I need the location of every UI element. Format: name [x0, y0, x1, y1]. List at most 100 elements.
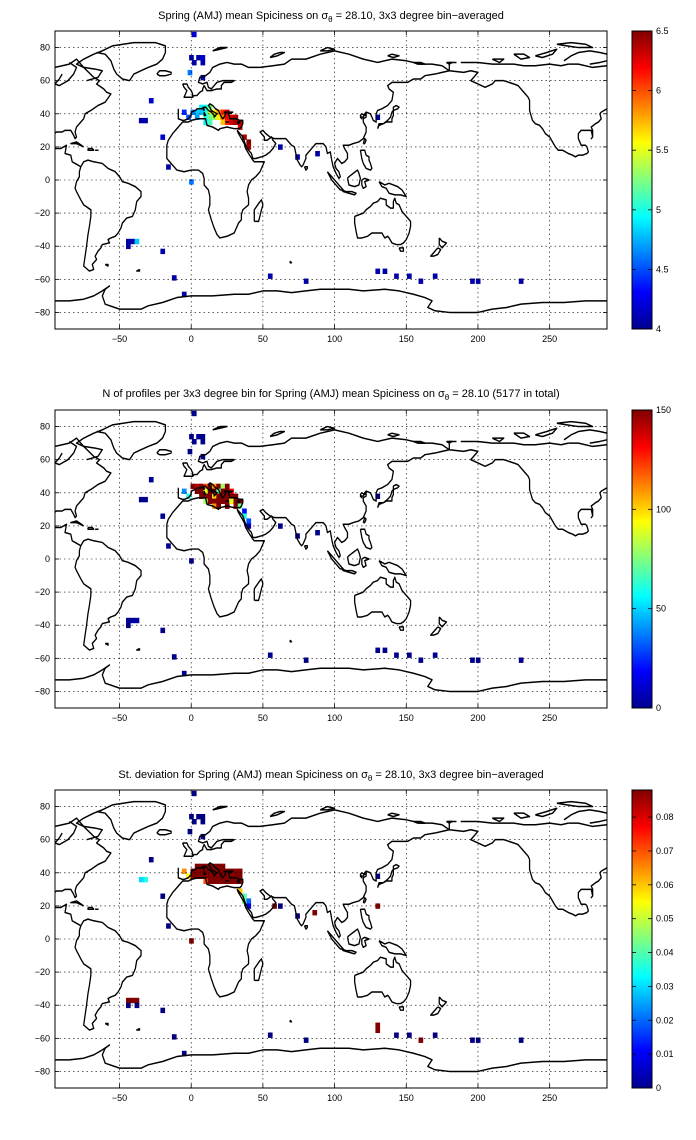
y-tick-label: 20	[40, 901, 50, 911]
data-bin	[229, 493, 234, 499]
data-bin	[207, 878, 213, 884]
data-bin	[267, 1032, 273, 1038]
colorbar-tick-label: 5	[656, 205, 661, 215]
data-bin	[134, 997, 140, 1004]
data-bin	[181, 670, 187, 677]
data-bin	[212, 498, 217, 504]
data-bin	[207, 493, 213, 499]
data-bin	[203, 488, 209, 494]
data-bin	[224, 483, 230, 490]
data-bin	[212, 878, 217, 884]
data-bin	[216, 503, 221, 509]
data-bin	[189, 558, 194, 564]
data-bin	[203, 868, 209, 874]
data-bin	[220, 878, 226, 884]
y-tick-label: 60	[40, 835, 50, 845]
data-bin	[272, 903, 277, 909]
data-bin	[233, 873, 239, 879]
data-bin	[194, 863, 200, 870]
x-tick-label: −50	[112, 1093, 127, 1103]
colorbar-tick-label: 0.03	[656, 981, 674, 991]
data-bin	[181, 868, 187, 874]
y-tick-label: 40	[40, 109, 50, 119]
colorbar-tick-label: 0.04	[656, 948, 674, 958]
data-bin	[295, 913, 300, 919]
y-tick-label: 80	[40, 802, 50, 812]
data-bin	[199, 109, 204, 115]
data-bin	[196, 55, 201, 61]
data-bin	[220, 498, 226, 504]
data-bin	[207, 119, 213, 125]
colorbar-tick-label: 0.07	[656, 846, 674, 856]
data-bin	[171, 275, 177, 281]
y-tick-label: −20	[35, 208, 50, 218]
data-bin	[207, 114, 213, 120]
data-bin	[130, 617, 135, 624]
data-bin	[181, 291, 187, 298]
y-tick-label: 0	[45, 554, 50, 564]
data-bin	[220, 863, 226, 870]
data-bin	[246, 139, 252, 145]
data-bin	[375, 493, 381, 499]
y-tick-label: 80	[40, 43, 50, 53]
data-bin	[475, 657, 481, 663]
colorbar-tick-label: 4.5	[656, 264, 669, 274]
data-bin	[200, 439, 206, 445]
data-bin	[191, 60, 197, 66]
y-tick-label: 20	[40, 521, 50, 531]
data-bin	[187, 448, 193, 455]
x-tick-label: 200	[470, 334, 485, 344]
y-tick-label: −80	[35, 686, 50, 696]
chart-panel-3: St. deviation for Spring (AMJ) mean Spic…	[35, 769, 674, 1103]
data-bin	[216, 863, 221, 870]
data-bin	[160, 1007, 166, 1014]
data-bin	[295, 533, 300, 539]
data-bin	[199, 863, 204, 870]
data-bin	[220, 109, 226, 115]
data-bin	[518, 1037, 524, 1043]
data-bin	[220, 488, 226, 494]
data-bin	[315, 530, 320, 536]
data-bin	[303, 1037, 309, 1043]
y-tick-label: −60	[35, 274, 50, 284]
x-tick-label: 200	[470, 713, 485, 723]
data-bin	[375, 1022, 381, 1028]
data-bin	[191, 439, 197, 445]
data-bin	[134, 238, 140, 245]
data-bin	[203, 493, 209, 499]
data-bin	[233, 503, 239, 509]
y-tick-label: −40	[35, 241, 50, 251]
data-bin	[237, 868, 243, 874]
data-bin	[267, 652, 273, 658]
colorbar-tick-label: 100	[656, 504, 671, 514]
data-bin	[189, 179, 194, 185]
data-bin	[295, 154, 300, 160]
data-bin	[207, 488, 213, 494]
data-bin	[200, 74, 206, 81]
data-bin	[303, 278, 309, 284]
data-bin	[191, 819, 197, 825]
x-tick-label: 250	[542, 713, 557, 723]
data-bin	[375, 1027, 381, 1033]
data-bin	[190, 109, 196, 115]
data-bin	[138, 117, 144, 124]
data-bin	[207, 868, 213, 874]
data-bin	[394, 652, 399, 658]
data-bin	[194, 488, 200, 494]
data-bin	[220, 483, 226, 490]
x-tick-label: 200	[470, 1093, 485, 1103]
x-tick-label: 250	[542, 334, 557, 344]
data-bin	[199, 483, 204, 490]
data-bin	[191, 410, 197, 417]
x-tick-label: 150	[399, 334, 414, 344]
data-bin	[194, 873, 200, 879]
data-bin	[224, 493, 230, 499]
colorbar-tick-label: 0.06	[656, 880, 674, 890]
data-bin	[475, 278, 481, 284]
data-bin	[237, 888, 243, 894]
y-tick-label: −80	[35, 307, 50, 317]
data-bin	[394, 273, 399, 279]
chart-panel-1: Spring (AMJ) mean Spiciness on σθ = 28.1…	[35, 10, 669, 344]
data-bin	[199, 493, 204, 499]
